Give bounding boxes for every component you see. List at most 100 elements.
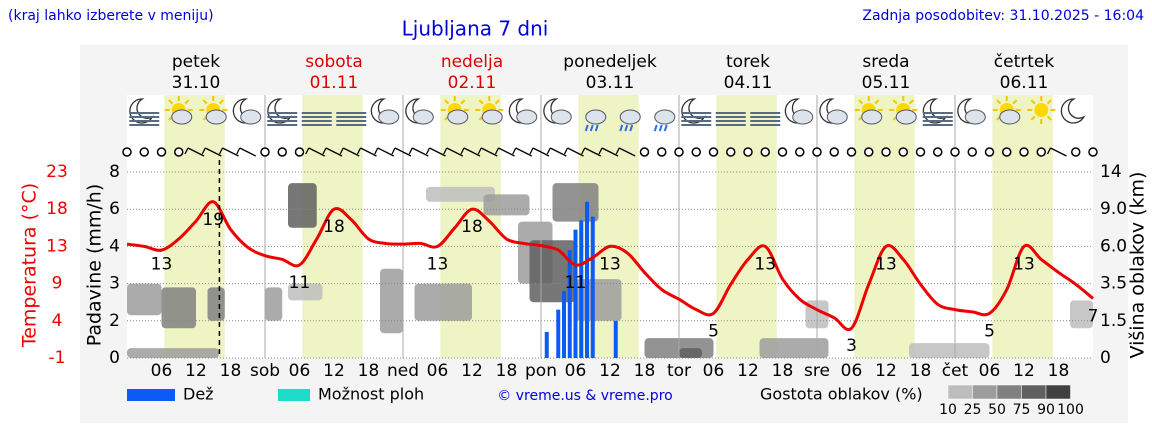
weather-icon: [440, 96, 469, 125]
weather-icon: [370, 98, 400, 125]
legend-label: Dež: [183, 385, 214, 404]
temperature-label: 13: [875, 254, 897, 274]
weather-icon: [992, 96, 1021, 125]
wind-barb: [339, 147, 360, 157]
x-tick-label: 06: [841, 361, 863, 381]
cloud: [378, 109, 400, 125]
wind-calm: [708, 147, 719, 157]
rain-tick-label: 3: [109, 274, 120, 294]
weather-icon: [922, 98, 953, 126]
cloud-legend-swatch: [1021, 384, 1047, 400]
temperature-label: 13: [1013, 254, 1035, 274]
weather-icon: [164, 96, 193, 125]
day-name: torek: [726, 52, 770, 72]
wind-calm: [829, 147, 839, 157]
x-tick-label: 18: [634, 361, 656, 381]
x-tick-label: tor: [667, 361, 691, 381]
weather-icon: [750, 112, 781, 126]
wind-barb: [236, 147, 257, 157]
cloud: [550, 109, 572, 125]
wind-calm: [1088, 147, 1098, 157]
cloud: [481, 109, 503, 125]
wind-barb: [1046, 147, 1067, 157]
wind-barb: [408, 147, 429, 157]
temperature-tick-label: 18: [46, 199, 68, 219]
rain-bar: [556, 309, 561, 358]
wind-barb: [425, 147, 446, 157]
rain-drop: [663, 124, 668, 132]
rain-bar: [544, 331, 549, 358]
x-tick-label: 18: [220, 361, 242, 381]
rain-bar: [585, 201, 589, 358]
wind-barb: [598, 147, 619, 157]
wind-calm: [1002, 147, 1012, 157]
sun-ray: [874, 99, 880, 105]
wind-calm: [1071, 147, 1081, 157]
rain-tick-label: 8: [109, 162, 120, 182]
cloud: [792, 109, 814, 125]
rain-drop: [589, 124, 594, 132]
day-date: 06.11: [1000, 73, 1049, 93]
cloud-legend-swatch: [972, 384, 998, 400]
wind-calm: [156, 147, 167, 157]
day-date: 31.10: [172, 73, 221, 93]
cloud: [585, 109, 607, 125]
wind-calm: [1019, 147, 1029, 157]
cloud-block: [380, 268, 403, 334]
rain-drop: [594, 124, 599, 132]
x-tick-label: 06: [703, 361, 725, 381]
day-name: sobota: [305, 52, 363, 72]
wind-barb: [529, 147, 550, 157]
cloud-tick-label: 14: [1100, 162, 1122, 182]
cloud-legend-title: Gostota oblakov (%): [760, 385, 923, 404]
wind-barb: [391, 147, 412, 157]
temperature-label: 11: [565, 273, 587, 293]
sun-ray: [1046, 115, 1052, 121]
cloud-block: [127, 283, 162, 316]
sun-ray: [1046, 99, 1052, 105]
cloud: [654, 109, 676, 125]
x-tick-label: 18: [1048, 361, 1070, 381]
cloud-tick-label: 3.5: [1100, 274, 1127, 294]
wind-calm: [260, 147, 270, 157]
x-tick-label: 18: [358, 361, 380, 381]
weather-icon: [1027, 96, 1056, 124]
rain-bar: [562, 291, 566, 358]
wind-calm: [881, 147, 891, 157]
sun-ray: [892, 99, 898, 105]
weather-icon: [854, 96, 883, 125]
wind-calm: [277, 147, 287, 157]
day-name: nedelja: [441, 52, 503, 72]
x-tick-label: 18: [910, 361, 932, 381]
x-tick-label: 12: [185, 361, 207, 381]
x-tick-label: 18: [772, 361, 794, 381]
wind-calm: [812, 147, 822, 157]
sun-ray: [908, 99, 914, 105]
temperature-label: 13: [754, 254, 776, 274]
weather-icon: [957, 98, 986, 125]
cloud-block: [679, 348, 702, 358]
rain-drop: [624, 124, 629, 132]
temperature-label: 13: [151, 254, 173, 274]
rain-bar: [579, 220, 584, 358]
wind-calm: [898, 147, 908, 157]
weather-icon: [1060, 98, 1086, 124]
x-tick-label: 12: [599, 361, 621, 381]
x-tick-label: 06: [565, 361, 587, 381]
x-tick-label: 12: [323, 361, 345, 381]
hint: (kraj lahko izberete v meniju): [8, 8, 214, 24]
wind-calm: [1036, 147, 1046, 157]
cloud-block: [288, 283, 323, 301]
wind-calm: [122, 147, 132, 157]
cloud-block: [207, 287, 225, 321]
moon: [1060, 98, 1086, 124]
wind-calm: [984, 147, 995, 157]
weather-icon: [681, 98, 712, 126]
cloud-legend-label: 90: [1037, 402, 1055, 418]
wind-calm: [795, 147, 805, 157]
wind-calm: [639, 147, 650, 157]
updated: Zadnja posodobitev: 31.10.2025 - 16:04: [862, 8, 1144, 24]
sun-ray: [444, 99, 450, 105]
weather-icon: [619, 109, 641, 132]
temperature-tick-label: 9: [52, 274, 63, 294]
